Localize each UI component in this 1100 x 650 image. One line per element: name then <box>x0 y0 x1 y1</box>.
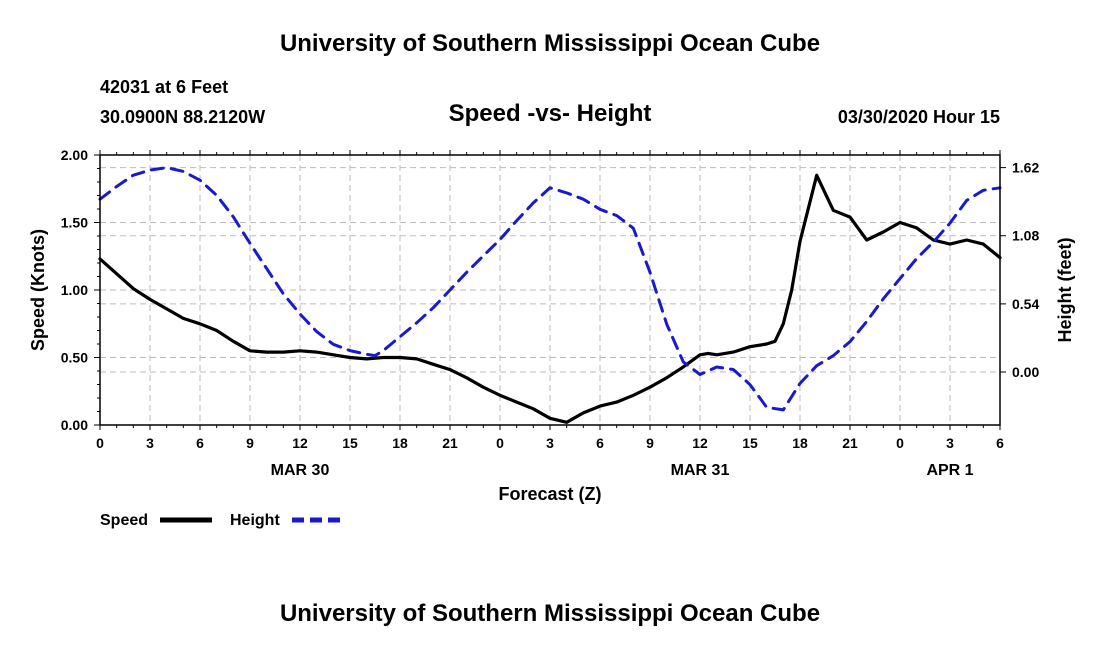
speed-series-line <box>98 173 1002 424</box>
x-tick-label: 6 <box>596 435 604 451</box>
x-tick-label: 15 <box>742 435 758 451</box>
x-tick-label: 21 <box>842 435 858 451</box>
x-tick-label: 15 <box>342 435 358 451</box>
y-tick-label: 2.00 <box>61 147 88 163</box>
x-tick-label: 0 <box>96 435 104 451</box>
x-tick-label: 18 <box>392 435 408 451</box>
station-label: 42031 at 6 Feet <box>100 77 229 97</box>
x-tick-label: 3 <box>146 435 154 451</box>
y-tick-label: 0.50 <box>61 350 88 366</box>
station-coordinates: 30.0900N 88.2120W <box>100 107 266 127</box>
y2-tick-label: 0.00 <box>1012 364 1039 380</box>
y-tick-label: 0.00 <box>61 417 88 433</box>
x-tick-label: 0 <box>496 435 504 451</box>
forecast-datetime: 03/30/2020 Hour 15 <box>837 107 1000 127</box>
series-layer <box>98 166 1002 424</box>
height-series-line <box>98 166 1002 412</box>
x-tick-label: 0 <box>896 435 904 451</box>
x-axis-label: Forecast (Z) <box>498 484 601 504</box>
y-tick-label: 1.00 <box>61 282 88 298</box>
y2-axis-label: Height (feet) <box>1055 238 1075 343</box>
x-tick-label: 12 <box>292 435 308 451</box>
x-tick-label: 9 <box>646 435 654 451</box>
legend-height-label: Height <box>230 512 280 529</box>
x-tick-label: 18 <box>792 435 808 451</box>
date-label: MAR 31 <box>671 462 730 479</box>
x-tick-label: 9 <box>246 435 254 451</box>
x-tick-label: 6 <box>196 435 204 451</box>
footer-title: University of Southern Mississippi Ocean… <box>279 600 821 627</box>
legend-speed-label: Speed <box>100 512 148 529</box>
date-label: APR 1 <box>926 462 973 479</box>
legend: Speed Height <box>100 512 344 529</box>
x-tick-label: 21 <box>442 435 458 451</box>
y-tick-label: 1.50 <box>61 215 88 231</box>
x-tick-label: 3 <box>546 435 554 451</box>
x-tick-label: 12 <box>692 435 708 451</box>
chart-title: Speed -vs- Height <box>448 100 652 127</box>
axes: 0 3 6 9 12 15 18 21 0 3 6 9 12 15 18 21 0 3 6 MAR 30 MAR 31 A… <box>61 147 1040 479</box>
y2-tick-label: 1.62 <box>1012 160 1039 176</box>
grid-lines <box>100 155 1000 425</box>
date-label: MAR 30 <box>271 462 330 479</box>
y2-tick-label: 1.08 <box>1012 228 1039 244</box>
y2-tick-label: 0.54 <box>1012 296 1039 312</box>
x-tick-label: 3 <box>946 435 954 451</box>
y-axis-label: Speed (Knots) <box>28 229 48 351</box>
page-title: University of Southern Mississippi Ocean… <box>279 30 821 57</box>
x-tick-label: 6 <box>996 435 1004 451</box>
